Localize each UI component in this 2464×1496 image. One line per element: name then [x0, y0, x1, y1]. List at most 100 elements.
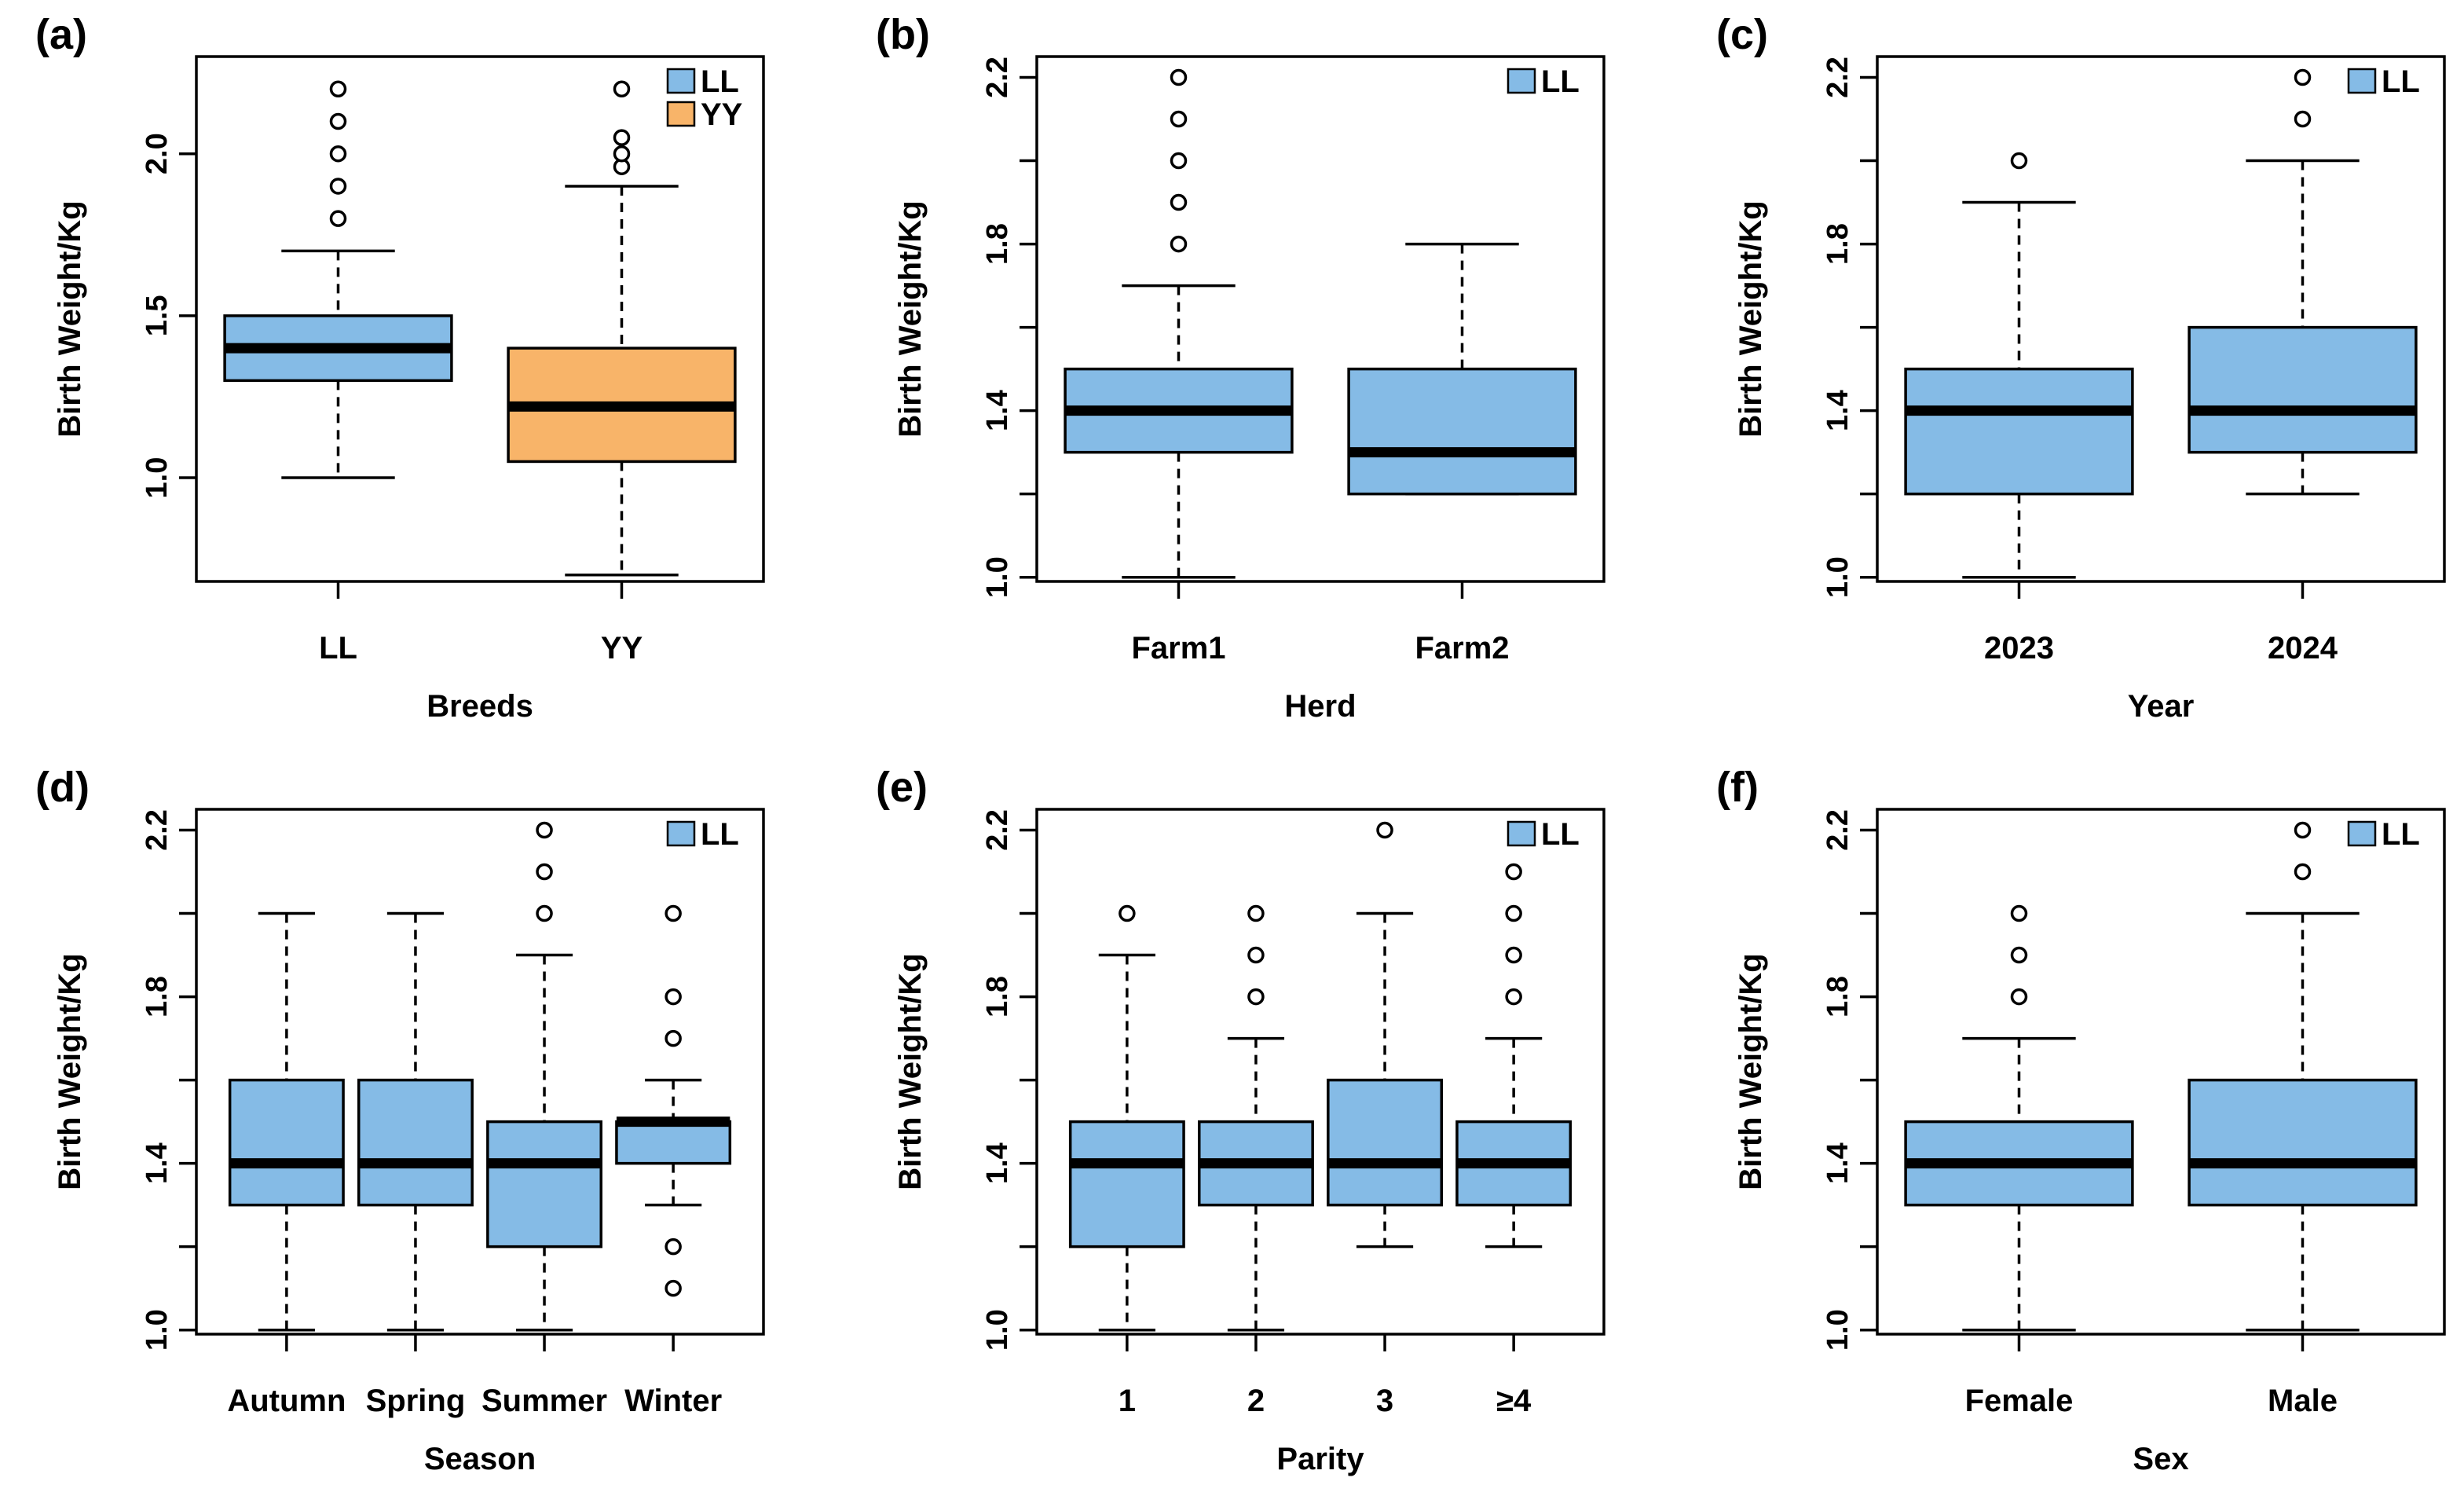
x-tick-label: LL: [319, 631, 357, 666]
legend-swatch: [666, 68, 696, 94]
outlier-point: [1170, 152, 1188, 170]
y-tick-label: 1.8: [981, 976, 1014, 1018]
iqr-box: [357, 1078, 474, 1207]
outlier-point: [2010, 946, 2028, 964]
iqr-box: [1327, 1078, 1443, 1207]
iqr-box: [486, 1120, 602, 1248]
panel-c: 1.0 1.4 1.8 2.2 Birth Weight/Kg Year (c) 2023 20…: [1716, 11, 2446, 724]
outlier-point: [2010, 152, 2028, 170]
outlier-point: [1170, 193, 1188, 211]
box-≥4: ≥4: [1455, 863, 1572, 1418]
box-Summer: Summer: [481, 821, 607, 1418]
panel-e: 1.0 1.4 1.8 2.2 Birth Weight/Kg Parity (e) 1 2 3 ≥…: [876, 764, 1605, 1476]
x-tick-label: Spring: [366, 1384, 466, 1418]
box-LL: LL: [223, 80, 453, 666]
y-tick-label: 1.0: [141, 1309, 174, 1351]
y-tick-label: 2.2: [981, 809, 1014, 851]
x-tick-label: 2023: [1984, 631, 2054, 666]
iqr-box: [615, 1120, 732, 1165]
y-axis-label: Birth Weight/Kg: [53, 953, 87, 1190]
y-tick-label: 1.8: [981, 223, 1014, 265]
x-tick-label: Winter: [624, 1384, 722, 1418]
panel-label: (d): [35, 764, 90, 811]
iqr-box: [2188, 1078, 2418, 1207]
legend: LL: [1507, 64, 1580, 99]
legend-label: LL: [1541, 817, 1580, 852]
x-axis-label: Herd: [1284, 689, 1356, 724]
outlier-point: [1247, 946, 1265, 964]
plot-frame: [1876, 55, 2446, 583]
outlier-point: [1376, 821, 1393, 839]
outlier-point: [665, 988, 682, 1006]
outlier-point: [613, 129, 631, 146]
outlier-point: [2010, 904, 2028, 922]
legend-label: LL: [1541, 64, 1580, 99]
iqr-box: [2188, 325, 2418, 454]
panel-label: (a): [35, 11, 87, 58]
legend-swatch: [2347, 820, 2377, 847]
panel-b: 1.0 1.4 1.8 2.2 Birth Weight/Kg Herd (b) Farm1 F…: [876, 11, 1605, 724]
x-tick-label: Autumn: [227, 1384, 346, 1418]
y-tick-label: 1.0: [1821, 1309, 1854, 1351]
outlier-point: [1247, 904, 1265, 922]
y-tick-label: 1.4: [141, 1142, 174, 1184]
outlier-point: [2294, 863, 2312, 881]
x-tick-label: Summer: [481, 1384, 607, 1418]
legend-label: LL: [701, 817, 739, 852]
legend-label: LL: [2382, 64, 2420, 99]
x-tick-label: 2: [1247, 1384, 1265, 1418]
iqr-box: [1068, 1120, 1185, 1248]
outlier-point: [2294, 68, 2312, 86]
outlier-point: [1505, 946, 1522, 964]
x-tick-label: 1: [1119, 1384, 1136, 1418]
panel-d: 1.0 1.4 1.8 2.2 Birth Weight/Kg Season (d) Autu…: [35, 764, 765, 1476]
plot-frame: [195, 808, 765, 1336]
box-YY: YY: [507, 80, 737, 666]
x-tick-label: 2024: [2268, 631, 2338, 666]
y-axis-label: Birth Weight/Kg: [1734, 953, 1768, 1190]
box-Winter: Winter: [615, 904, 732, 1418]
x-tick-label: Female: [1965, 1384, 2074, 1418]
outlier-point: [2294, 110, 2312, 128]
y-tick-label: 1.8: [1821, 223, 1854, 265]
legend: LL: [666, 817, 739, 852]
outlier-point: [536, 904, 553, 922]
iqr-box: [1904, 367, 2134, 496]
legend: LL: [1507, 817, 1580, 852]
outlier-point: [329, 80, 347, 97]
x-tick-label: Farm1: [1131, 631, 1225, 666]
x-axis-label: Breeds: [427, 689, 533, 724]
outlier-point: [665, 1029, 682, 1047]
x-tick-label: 3: [1376, 1384, 1393, 1418]
panel-f: 1.0 1.4 1.8 2.2 Birth Weight/Kg Sex (f) Female M…: [1716, 764, 2446, 1476]
x-tick-label: Farm2: [1415, 631, 1509, 666]
outlier-point: [329, 210, 347, 227]
outlier-point: [1505, 863, 1522, 881]
box-2: 2: [1198, 904, 1314, 1418]
x-axis-label: Sex: [2133, 1442, 2188, 1476]
outlier-point: [665, 1238, 682, 1256]
panel-label: (c): [1716, 11, 1768, 58]
plot-frame: [1876, 808, 2446, 1336]
x-tick-label: Male: [2268, 1384, 2338, 1418]
x-axis-label: Season: [424, 1442, 536, 1476]
outlier-point: [613, 80, 631, 97]
panel-label: (f): [1716, 764, 1759, 811]
legend-swatch: [1507, 820, 1536, 847]
outlier-point: [329, 145, 347, 163]
box-3: 3: [1327, 821, 1443, 1418]
plot-frame: [1035, 55, 1605, 583]
legend-swatch: [666, 101, 696, 127]
box-2024: 2024: [2188, 68, 2418, 666]
box-Autumn: Autumn: [227, 911, 346, 1418]
legend: LL: [2347, 64, 2420, 99]
plot-frame: [195, 55, 765, 583]
y-tick-label: 1.0: [981, 1309, 1014, 1351]
outlier-point: [329, 178, 347, 195]
y-tick-label: 1.5: [141, 295, 174, 336]
legend-label: YY: [701, 97, 743, 132]
y-tick-label: 1.0: [981, 556, 1014, 598]
legend-swatch: [2347, 68, 2377, 94]
